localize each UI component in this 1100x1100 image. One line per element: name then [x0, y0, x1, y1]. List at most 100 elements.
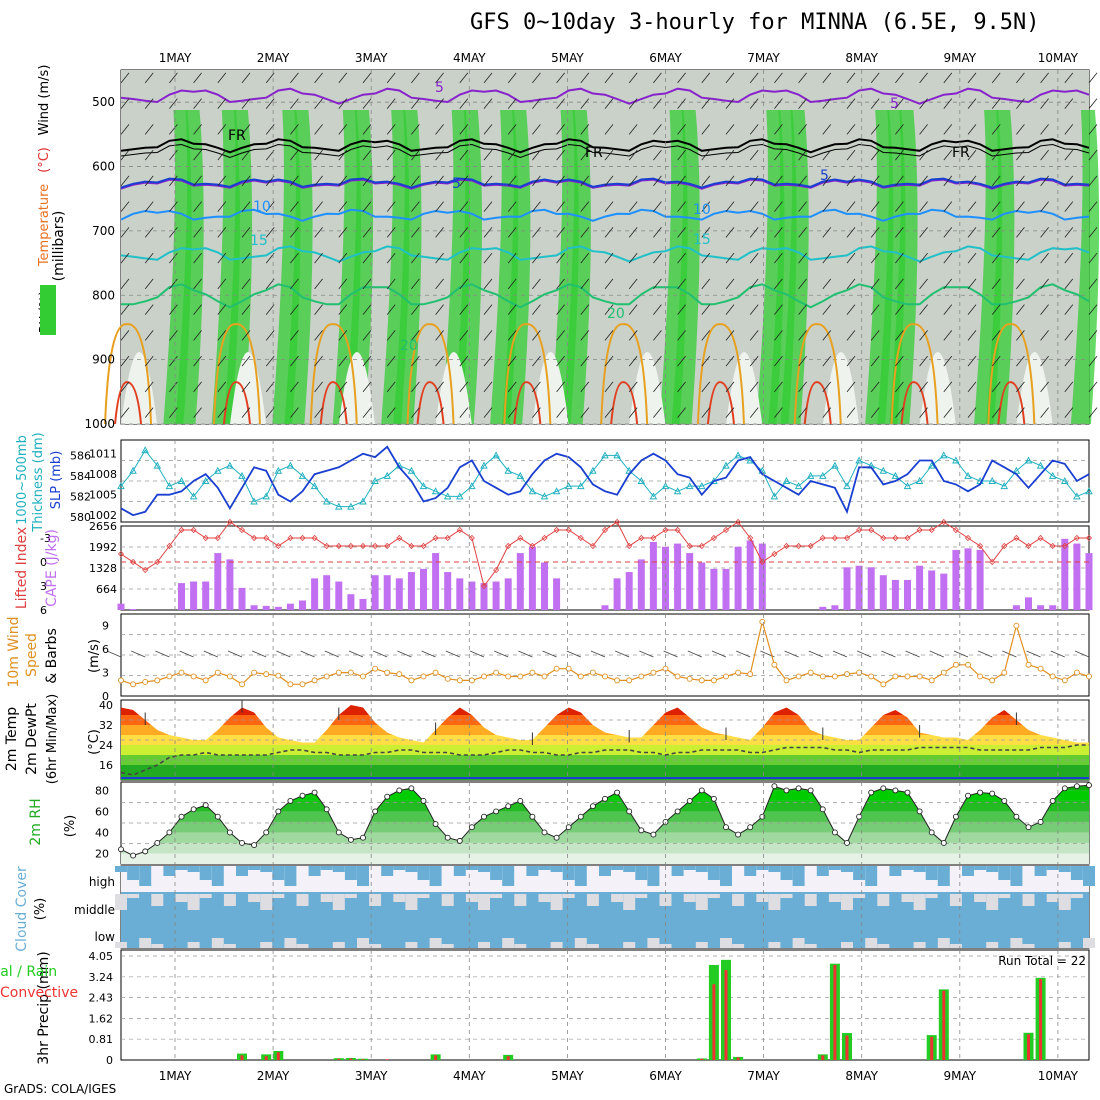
contour-label: 15 [250, 233, 268, 249]
wind-barb [604, 304, 614, 315]
cloud-mid-gap [187, 894, 200, 910]
wind-barb [1016, 149, 1025, 161]
temp-contour-5-blue [120, 177, 1090, 189]
thickness-line-point [335, 502, 343, 510]
thickness-line-point [456, 492, 464, 500]
thickness-line-point [1085, 487, 1093, 495]
wind-barb [677, 201, 686, 212]
cloud-mid-gap [780, 894, 793, 898]
cloud-mid-gap [272, 894, 285, 898]
wind-barb [314, 72, 323, 84]
wind-barb [846, 98, 856, 109]
temp-contour-30 [900, 381, 929, 425]
wind-barb [677, 278, 686, 290]
wind-barb-10m [639, 650, 654, 658]
wind-tick-label: 0 [102, 690, 109, 703]
wind-barb [919, 98, 928, 109]
rh-line-point [118, 846, 124, 853]
wind-barb [241, 252, 251, 264]
lifted-index-point [408, 542, 415, 550]
cloud-low-gap [949, 944, 962, 948]
wind-speed-line-point [844, 671, 850, 678]
cloud-high-bar [937, 866, 950, 886]
wind-barb [556, 98, 565, 109]
wind-speed-line-point [444, 675, 451, 682]
cloud-low-gap [369, 944, 382, 948]
wind-barb [749, 381, 759, 393]
wind-barb [822, 330, 832, 341]
rh-band [121, 853, 1089, 864]
rh-line-point [360, 834, 366, 841]
wind-barb-10m [276, 650, 291, 658]
thickness-line-point [988, 477, 996, 484]
cloud-high-bar [465, 866, 478, 870]
wind-barb [507, 124, 517, 135]
wind-barb [362, 304, 372, 315]
cape-bar [117, 603, 125, 610]
wind-barb [1016, 175, 1025, 187]
wind-barb [144, 98, 154, 109]
wind-barb [967, 407, 977, 418]
wind-barb [1088, 201, 1098, 212]
wind-barb [217, 201, 227, 212]
wind-barb [967, 149, 977, 161]
wind-barb [725, 124, 735, 135]
precip-conv-legend: Convective [0, 985, 78, 1001]
wind-barb [193, 175, 202, 187]
wind-barb [846, 149, 856, 161]
wind-barb [774, 124, 783, 135]
wind-barb [580, 98, 590, 109]
cloud-high-bar [889, 866, 902, 876]
wind-barb [435, 278, 444, 290]
precip-conv-bar [276, 1052, 280, 1060]
wind-barb [459, 227, 469, 238]
wind-speed-line-point [1086, 673, 1092, 680]
wind-barb [1088, 175, 1098, 187]
wind-barb [895, 407, 904, 418]
wind-speed-line-point [1001, 669, 1008, 676]
wind-speed-line-point [940, 669, 947, 676]
cape-bar [819, 606, 827, 610]
wind-barb [846, 304, 856, 315]
thickness-line-point [1061, 477, 1069, 484]
lifted-index-point [783, 542, 790, 550]
wind-barb [290, 201, 299, 212]
date-label-top: 1MAY [159, 51, 192, 65]
wind-barb [870, 149, 880, 161]
contour-label: FR [585, 145, 603, 161]
cape-bar [553, 578, 561, 610]
wind-barb [943, 304, 953, 315]
wind-barb [798, 72, 807, 84]
wind-barb [459, 149, 469, 161]
wind-barb [991, 278, 1001, 290]
wind-barb [1064, 252, 1074, 264]
rh-line-point [553, 834, 560, 841]
cape-bar [286, 603, 294, 610]
wind-barb [411, 124, 420, 135]
lifted-index-point [964, 534, 972, 542]
wind-barb [144, 149, 154, 161]
wind-barb [169, 252, 178, 264]
cloud-mid-gap [695, 894, 708, 910]
rh-line-point [178, 813, 185, 820]
wind-barb-10m [978, 650, 993, 658]
wind-barb [507, 252, 517, 264]
temp-contour-25 [104, 323, 153, 425]
lifted-index-point [831, 534, 838, 542]
cape-axis-label: CAPE (J/kg) [44, 529, 60, 607]
wind-unit-label: (m/s) [87, 639, 102, 673]
wind-barb [749, 72, 759, 84]
wind-speed-line-point [432, 669, 439, 676]
wind-barb [362, 124, 372, 135]
lifted-index-point [1061, 542, 1068, 550]
wind-barb [193, 252, 202, 264]
wind-barb [290, 355, 299, 367]
rh-line-point [505, 803, 512, 810]
wind-barb [1016, 407, 1025, 418]
cloud-mid-gap [320, 894, 333, 902]
cloud-high-bar [744, 866, 757, 876]
precip-conv-bar [506, 1056, 510, 1060]
rh-line-point [1025, 824, 1032, 831]
wind-barb [677, 381, 686, 393]
wind-barb [991, 381, 1001, 393]
